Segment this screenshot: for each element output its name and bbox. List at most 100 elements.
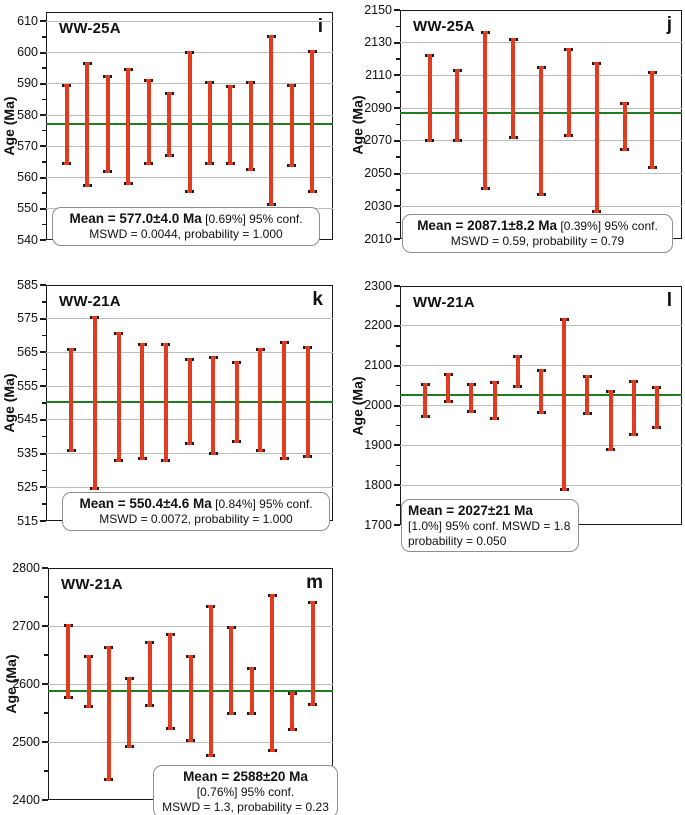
tick-label: 2200 bbox=[364, 318, 392, 333]
tick-label: 550 bbox=[17, 201, 38, 216]
error-bar bbox=[168, 634, 173, 729]
error-bar bbox=[167, 93, 172, 156]
error-bar-bottom-cap bbox=[647, 165, 657, 169]
error-bar bbox=[290, 693, 295, 730]
major-tick bbox=[40, 351, 46, 354]
error-bar bbox=[69, 349, 74, 451]
tick-label: 2070 bbox=[364, 133, 392, 148]
error-bar bbox=[654, 387, 659, 428]
error-bar bbox=[248, 82, 253, 170]
error-bar-top-cap bbox=[508, 37, 518, 41]
minor-tick bbox=[42, 161, 46, 163]
major-tick bbox=[40, 520, 46, 522]
tick-label: 555 bbox=[17, 378, 38, 393]
stats-mean-line: Mean = 577.0±4.0 Ma [0.69%] 95% conf. bbox=[59, 211, 313, 227]
error-bar-bottom-cap bbox=[124, 744, 134, 748]
error-bar bbox=[66, 625, 71, 698]
error-bar bbox=[511, 39, 516, 138]
error-bar-top-cap bbox=[303, 345, 313, 349]
stats-detail-line: probability = 0.050 bbox=[408, 533, 507, 548]
tick-label: 590 bbox=[17, 76, 38, 91]
error-bar bbox=[208, 606, 213, 756]
error-bar bbox=[187, 52, 192, 192]
error-bar bbox=[539, 67, 543, 195]
error-bar-top-cap bbox=[104, 645, 114, 649]
panel-letter: m bbox=[306, 572, 323, 593]
minor-tick bbox=[42, 67, 46, 69]
minor-tick bbox=[42, 402, 46, 404]
major-tick bbox=[40, 82, 46, 85]
error-bar-bottom-cap bbox=[255, 448, 265, 452]
error-bar-top-cap bbox=[226, 625, 236, 629]
error-bar bbox=[269, 36, 274, 205]
error-bar bbox=[539, 370, 543, 413]
error-bar-bottom-cap bbox=[629, 433, 639, 437]
tick-label: 610 bbox=[17, 13, 38, 28]
y-axis-title: Age (Ma) bbox=[1, 96, 17, 156]
major-tick bbox=[394, 205, 400, 208]
tick-label: 560 bbox=[17, 170, 38, 185]
error-bar-bottom-cap bbox=[232, 440, 242, 444]
error-bar bbox=[585, 376, 590, 414]
error-bar bbox=[515, 356, 520, 387]
error-bar-bottom-cap bbox=[84, 705, 94, 709]
error-bar-top-cap bbox=[123, 68, 133, 72]
error-bar-top-cap bbox=[205, 80, 215, 84]
stats-box: Mean = 550.4±4.6 Ma [0.84%] 95% conf. MSW… bbox=[62, 492, 330, 531]
stats-box: Mean = 2087.1±8.2 Ma [0.39%] 95% conf. MS… bbox=[402, 214, 673, 253]
tick-label: 575 bbox=[17, 311, 38, 326]
tick-label: 2130 bbox=[364, 35, 392, 50]
sample-label: WW-25A bbox=[413, 18, 475, 35]
minor-tick bbox=[42, 223, 46, 226]
tick-label: 2500 bbox=[12, 734, 40, 749]
error-bar-top-cap bbox=[232, 361, 242, 365]
error-bar-bottom-cap bbox=[420, 415, 430, 419]
tick-label: 585 bbox=[17, 277, 38, 292]
minor-tick bbox=[396, 345, 400, 347]
error-bar-bottom-cap bbox=[103, 169, 113, 173]
error-bar-bottom-cap bbox=[508, 136, 518, 140]
tick-label: 580 bbox=[17, 107, 38, 122]
error-bar-top-cap bbox=[185, 51, 194, 55]
error-bar-bottom-cap bbox=[247, 711, 257, 715]
error-bar bbox=[207, 82, 212, 164]
error-bar-top-cap bbox=[287, 691, 297, 695]
error-bar-top-cap bbox=[164, 91, 174, 95]
minor-tick bbox=[44, 712, 48, 714]
major-tick bbox=[40, 207, 46, 210]
tick-label: 2090 bbox=[364, 100, 392, 115]
y-axis-title: Age (Ma) bbox=[349, 375, 365, 436]
error-bar bbox=[282, 342, 287, 459]
error-bar-bottom-cap bbox=[490, 416, 500, 420]
error-bar-bottom-cap bbox=[246, 168, 256, 172]
mean-value-text: Mean = 2087.1±8.2 Ma bbox=[417, 218, 558, 233]
error-bar bbox=[106, 647, 111, 780]
minor-tick bbox=[42, 435, 46, 438]
error-bar bbox=[608, 391, 613, 450]
confidence-text: [0.69%] 95% conf. bbox=[201, 212, 303, 226]
minor-tick bbox=[42, 469, 46, 472]
sample-label: WW-25A bbox=[59, 20, 121, 37]
minor-tick bbox=[396, 25, 400, 28]
major-tick bbox=[42, 741, 48, 743]
error-bar-top-cap bbox=[652, 386, 662, 390]
error-bar-bottom-cap bbox=[90, 487, 100, 491]
tick-label: 540 bbox=[17, 232, 38, 247]
stats-detail-line: [0.76%] 95% conf. bbox=[196, 785, 295, 799]
stats-mean-line: Mean = 2588±20 Ma bbox=[160, 769, 331, 785]
error-bar-bottom-cap bbox=[287, 163, 297, 167]
error-bar-top-cap bbox=[90, 315, 100, 319]
error-bar-bottom-cap bbox=[266, 202, 276, 206]
y-axis-title: Age (Ma) bbox=[3, 654, 19, 714]
major-tick bbox=[40, 385, 46, 388]
error-bar-top-cap bbox=[620, 101, 630, 105]
error-bar bbox=[423, 384, 428, 417]
major-tick bbox=[40, 20, 46, 23]
error-bar bbox=[234, 362, 239, 442]
error-bar-top-cap bbox=[165, 632, 175, 636]
stats-detail-line: [1.0%] 95% conf. MSWD = 1.8 bbox=[408, 519, 571, 533]
gridline bbox=[400, 205, 682, 207]
error-bar-top-cap bbox=[513, 355, 523, 358]
minor-tick bbox=[42, 98, 46, 101]
tick-label: 545 bbox=[17, 412, 38, 427]
